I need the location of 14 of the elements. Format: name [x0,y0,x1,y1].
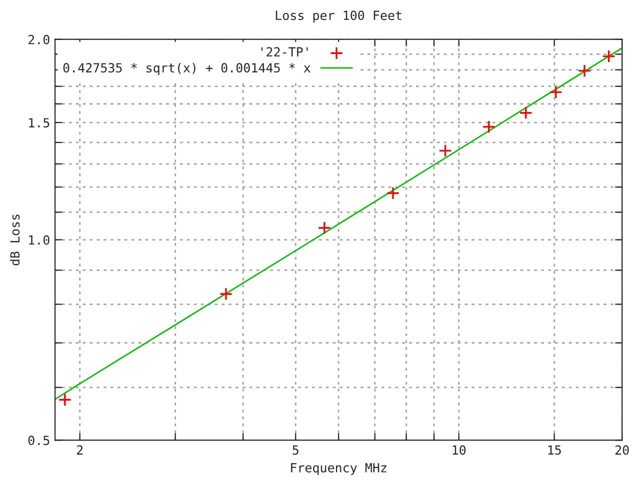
legend-label: '22-TP' [261,47,308,56]
y-axis-title: dB Loss [10,214,20,266]
y-tick-label: 1.5 [29,118,50,128]
chart-title: Loss per 100 Feet [276,10,402,23]
x-tick-label: 5 [292,445,298,455]
y-tick-label: 2.0 [28,34,50,44]
y-tick-label: 0.5 [28,436,50,446]
x-tick-label: 10 [452,445,466,455]
y-tick-label: 1.0 [29,235,50,245]
x-tick-label: 2 [77,445,83,455]
x-tick-label: 20 [615,445,629,455]
x-axis-title: Frequency MHz [291,463,386,475]
x-tick-label: 15 [548,445,561,455]
legend-label: 0.427535 * sqrt(x) + 0.001445 * x [63,62,310,75]
